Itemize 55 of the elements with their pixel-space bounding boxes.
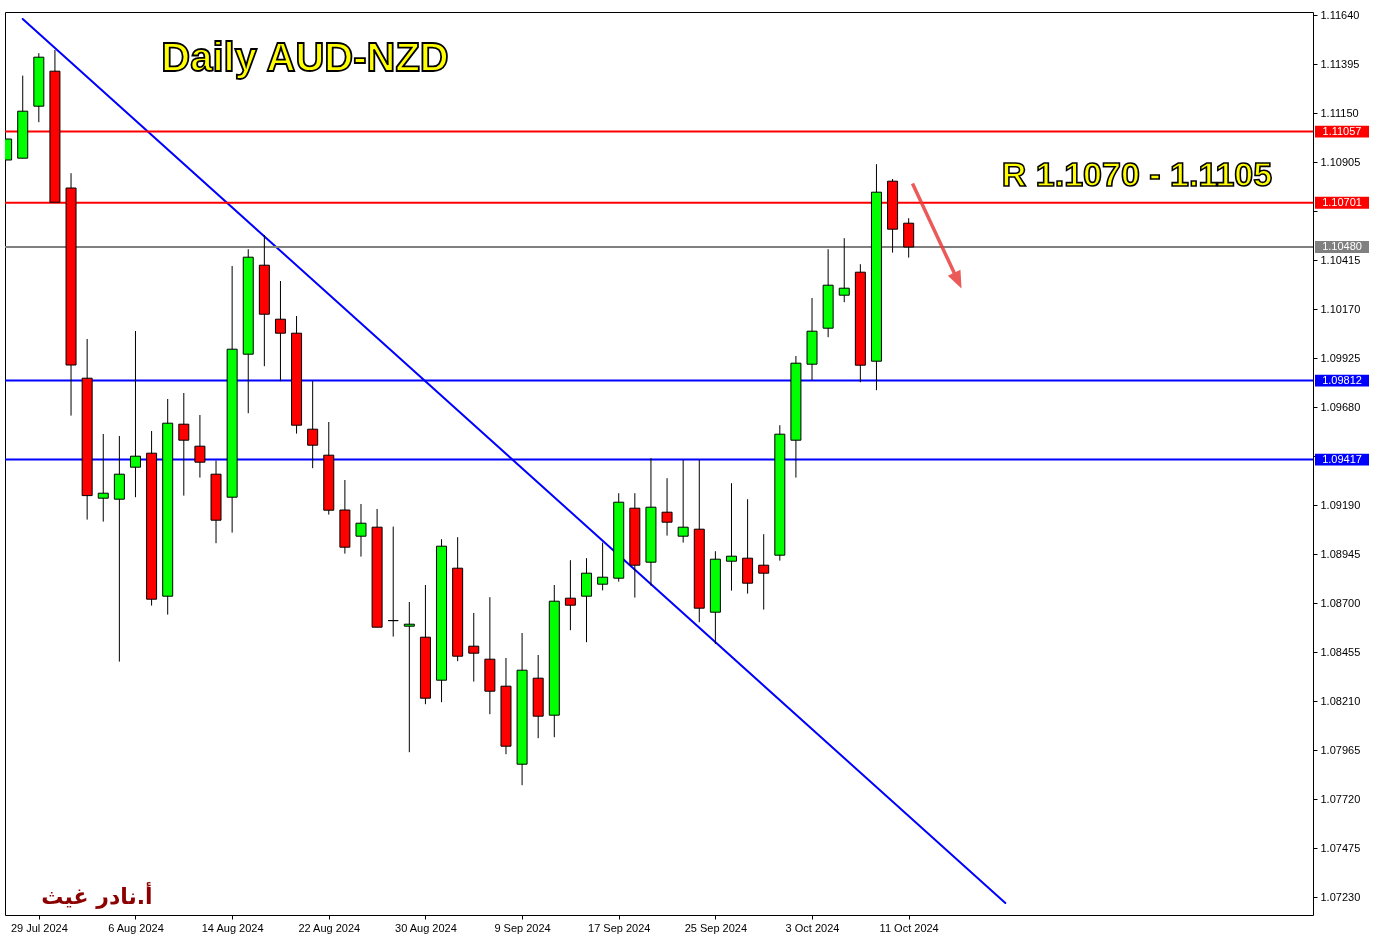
y-tick-label: 1.07230 [1320,890,1361,903]
y-tick-label: 1.07965 [1320,743,1361,756]
ref-line-label: 1.09417 [1322,452,1362,465]
text: Daily AUD-NZD [161,35,449,79]
y-tick-label: 1.07475 [1320,841,1361,854]
candlestick [274,280,286,382]
x-tick-label: 30 Aug 2024 [395,921,457,934]
ref-line-label: 1.10480 [1322,240,1362,252]
y-tick-label: 1.10415 [1320,253,1361,266]
annotation: أ.نادر غيث [41,881,153,909]
y-tick-label: 1.11395 [1320,57,1360,70]
candlestick [178,392,190,497]
candlestick [355,503,367,558]
y-tick-label: 1.08455 [1320,645,1361,658]
x-tick-label: 17 Sep 2024 [588,921,651,934]
x-tick-label: 22 Aug 2024 [298,921,361,934]
candlestick [307,380,319,469]
ref-line-label: 1.10701 [1322,195,1362,208]
candlestick [564,559,576,631]
y-tick-label: 1.11640 [1320,8,1360,21]
candlestick [758,533,770,611]
annotation: R 1.1070 - 1.1105 [1001,155,1273,193]
y-tick-label: 1.08210 [1320,694,1361,707]
candlestick [581,557,593,643]
candlestick [677,459,689,544]
candlestick [387,526,399,638]
candlestick [97,433,109,523]
candlestick [661,477,673,537]
y-tick-label: 1.09190 [1320,498,1361,511]
x-tick-label: 11 Oct 2024 [879,921,939,934]
candlestick [194,414,206,479]
y-tick-label: 1.07720 [1320,792,1361,805]
candlestick [597,542,609,591]
candlestick [113,435,125,663]
candlestick [129,330,141,498]
y-tick-label: 1.10170 [1320,302,1361,315]
x-tick-label: 6 Aug 2024 [108,921,164,934]
ref-line-label: 1.11057 [1322,124,1362,137]
candlestick [403,601,415,753]
y-tick-label: 1.09925 [1320,351,1361,364]
y-tick-label: 1.08700 [1320,596,1361,609]
candlestick [838,237,850,303]
candlestick [903,217,915,259]
y-tick-label: 1.10905 [1320,155,1361,168]
ref-line-label: 1.09812 [1322,373,1362,386]
y-tick-label: 1.11150 [1320,106,1359,119]
candlestick [725,482,737,592]
x-tick-label: 3 Oct 2024 [785,921,840,934]
y-tick-label: 1.08945 [1320,547,1361,560]
x-tick-label: 29 Jul 2024 [10,921,68,934]
x-tick-label: 25 Sep 2024 [684,921,748,934]
x-tick-label: 14 Aug 2024 [201,921,264,934]
x-tick-label: 9 Sep 2024 [494,921,551,934]
candlestick [468,612,480,683]
y-tick-label: 1.09680 [1320,400,1361,413]
